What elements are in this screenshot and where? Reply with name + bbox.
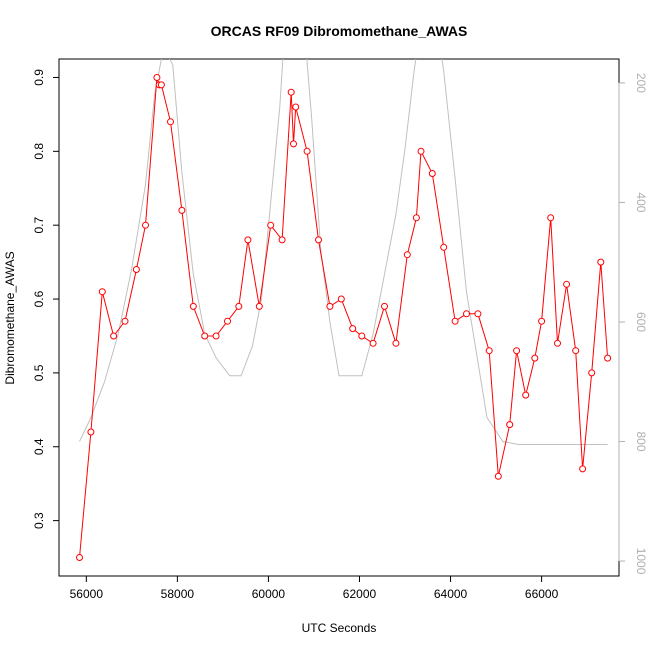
data-point bbox=[98, 288, 106, 296]
data-point bbox=[212, 332, 220, 340]
x-tick-label: 66000 bbox=[525, 587, 559, 601]
y-tick-label: 0.5 bbox=[32, 364, 46, 381]
data-point bbox=[522, 391, 530, 399]
x-tick-label: 56000 bbox=[70, 587, 104, 601]
right-tick-label: 400 bbox=[634, 192, 648, 212]
data-point bbox=[417, 147, 425, 155]
data-point bbox=[224, 317, 231, 325]
data-point bbox=[303, 147, 311, 155]
data-point bbox=[235, 302, 243, 310]
data-point bbox=[167, 118, 174, 126]
data-point bbox=[428, 170, 436, 177]
data-point bbox=[381, 302, 388, 310]
data-point bbox=[267, 221, 275, 229]
x-axis: 56000 58000 60000 62000 64000 66000 bbox=[70, 575, 559, 601]
data-point bbox=[538, 317, 546, 325]
data-point bbox=[392, 339, 400, 347]
data-point bbox=[315, 236, 322, 244]
y-axis: 0.3 0.4 0.5 0.6 0.7 0.8 0.9 bbox=[32, 69, 60, 529]
data-point bbox=[597, 258, 605, 266]
x-tick-label: 58000 bbox=[161, 587, 195, 601]
series-line-grey bbox=[79, 59, 608, 445]
data-point bbox=[287, 88, 295, 96]
data-point bbox=[153, 74, 161, 81]
data-point bbox=[87, 428, 95, 436]
data-point bbox=[132, 266, 140, 273]
data-point bbox=[463, 310, 470, 318]
plot-series bbox=[76, 59, 612, 561]
data-point bbox=[290, 140, 297, 148]
data-point bbox=[201, 332, 209, 340]
data-point bbox=[403, 251, 411, 259]
data-point bbox=[572, 347, 580, 355]
data-point bbox=[189, 302, 197, 310]
right-tick-label: 600 bbox=[634, 312, 648, 332]
right-tick-label: 1000 bbox=[634, 548, 648, 575]
data-point bbox=[255, 302, 263, 310]
data-point bbox=[588, 369, 596, 377]
data-point bbox=[563, 280, 571, 288]
chart-title: ORCAS RF09 Dibromomethane_AWAS bbox=[211, 23, 468, 39]
right-tick-label: 800 bbox=[634, 432, 648, 452]
data-point bbox=[474, 310, 482, 318]
data-point bbox=[440, 243, 448, 251]
data-point bbox=[121, 317, 129, 325]
data-point bbox=[337, 295, 345, 303]
series-line-red bbox=[79, 77, 609, 558]
data-point bbox=[157, 81, 165, 89]
data-point bbox=[485, 347, 493, 355]
data-point bbox=[76, 554, 83, 561]
x-tick-label: 62000 bbox=[343, 587, 377, 601]
data-point bbox=[451, 317, 459, 325]
data-point bbox=[110, 332, 118, 340]
y-axis-label: Dibromomethane_AWAS bbox=[3, 251, 17, 384]
data-point bbox=[547, 214, 555, 222]
data-point bbox=[554, 339, 561, 347]
right-tick-label: 200 bbox=[634, 73, 648, 93]
x-tick-label: 64000 bbox=[434, 587, 468, 601]
data-point bbox=[244, 236, 252, 244]
y-tick-label: 0.3 bbox=[32, 512, 46, 529]
plot-frame bbox=[58, 58, 620, 577]
x-axis-label: UTC Seconds bbox=[302, 621, 377, 635]
data-point bbox=[178, 206, 186, 214]
right-y-axis: 200 400 600 800 1000 bbox=[618, 73, 648, 575]
y-tick-label: 0.7 bbox=[32, 217, 46, 234]
y-tick-label: 0.4 bbox=[32, 438, 46, 455]
data-point bbox=[278, 236, 286, 244]
data-point bbox=[513, 347, 521, 355]
data-point bbox=[412, 214, 420, 222]
x-tick-label: 60000 bbox=[252, 587, 286, 601]
data-point bbox=[506, 421, 514, 429]
data-point bbox=[358, 332, 366, 340]
y-tick-label: 0.8 bbox=[32, 143, 46, 160]
data-point bbox=[292, 103, 300, 111]
data-point bbox=[494, 472, 502, 480]
data-point bbox=[531, 354, 539, 362]
data-point bbox=[326, 302, 334, 310]
y-tick-label: 0.9 bbox=[32, 69, 46, 86]
data-point bbox=[369, 339, 377, 347]
data-point bbox=[349, 325, 357, 333]
y-tick-label: 0.6 bbox=[32, 290, 46, 307]
data-point bbox=[604, 354, 612, 362]
data-point bbox=[579, 465, 587, 473]
data-point bbox=[142, 221, 149, 229]
